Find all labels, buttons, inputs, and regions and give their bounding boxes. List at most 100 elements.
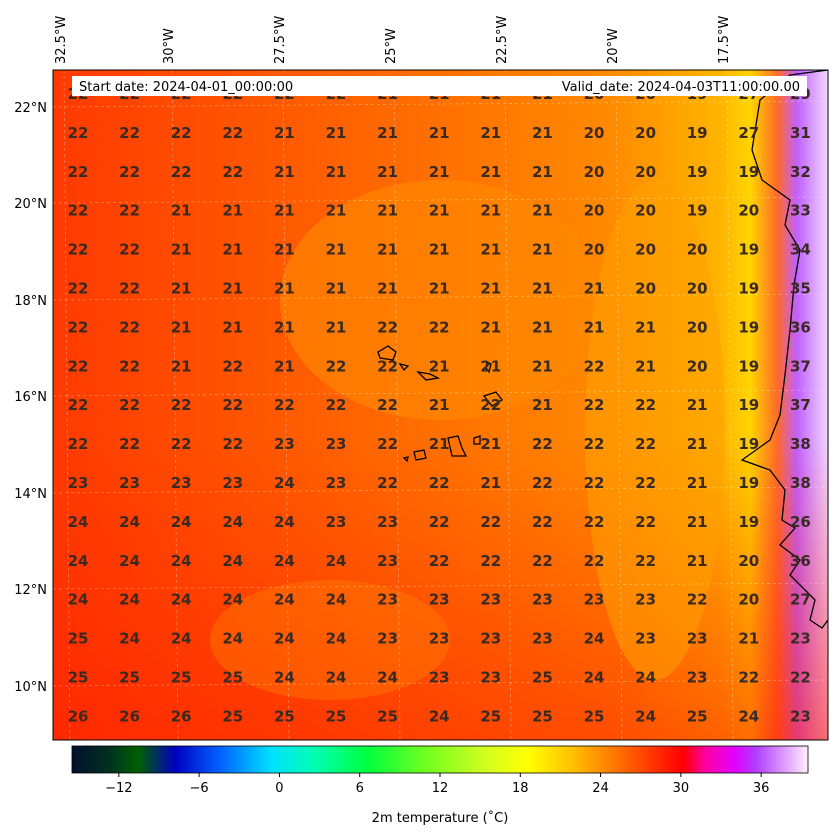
temperature-value: 23 xyxy=(429,591,450,609)
temperature-value: 22 xyxy=(119,357,140,375)
latitude-tick-label: 22°N xyxy=(14,101,47,116)
temperature-value: 22 xyxy=(119,124,140,142)
temperature-value: 21 xyxy=(274,280,295,298)
temperature-value: 23 xyxy=(635,630,656,648)
temperature-value: 23 xyxy=(171,474,192,492)
african-coastline xyxy=(740,70,828,629)
colorbar-tick-label: −12 xyxy=(105,781,132,796)
temperature-value: 26 xyxy=(790,513,811,531)
temperature-value: 24 xyxy=(222,591,243,609)
temperature-value: 24 xyxy=(222,513,243,531)
colorbar-tick-label: 0 xyxy=(275,781,283,796)
temperature-value: 24 xyxy=(119,513,140,531)
temperature-value: 23 xyxy=(480,591,501,609)
longitude-tick-label: 27.5°W xyxy=(273,16,288,64)
temperature-value: 22 xyxy=(377,435,398,453)
temperature-value: 22 xyxy=(377,396,398,414)
temperature-value: 23 xyxy=(326,513,347,531)
temperature-value: 24 xyxy=(326,630,347,648)
temperature-value: 20 xyxy=(687,241,708,259)
temperature-value: 21 xyxy=(326,318,347,336)
temperature-value: 21 xyxy=(429,202,450,220)
longitude-tick-label: 20°W xyxy=(606,28,621,64)
temperature-value: 21 xyxy=(274,124,295,142)
temperature-value: 22 xyxy=(635,552,656,570)
temperature-value: 22 xyxy=(687,591,708,609)
meridian-gridline xyxy=(63,69,71,741)
temperature-value: 22 xyxy=(68,318,89,336)
temperature-value: 26 xyxy=(171,707,192,725)
temperature-value: 19 xyxy=(738,163,759,181)
temperature-value: 24 xyxy=(377,669,398,687)
temperature-value: 22 xyxy=(635,396,656,414)
temperature-value: 21 xyxy=(429,435,450,453)
temperature-value: 23 xyxy=(687,630,708,648)
temperature-value: 21 xyxy=(532,202,553,220)
temperature-value: 22 xyxy=(584,396,605,414)
temperature-value: 25 xyxy=(326,707,347,725)
temperature-value: 22 xyxy=(584,513,605,531)
temperature-value: 22 xyxy=(635,435,656,453)
temperature-value: 19 xyxy=(738,396,759,414)
temperature-value: 38 xyxy=(790,474,811,492)
latitude-tick-label: 10°N xyxy=(14,680,47,695)
temperature-value: 19 xyxy=(687,202,708,220)
temperature-value: 22 xyxy=(326,357,347,375)
temperature-value: 22 xyxy=(68,241,89,259)
temperature-value: 20 xyxy=(584,202,605,220)
map-gridlines xyxy=(52,69,829,741)
temperature-value: 21 xyxy=(326,241,347,259)
temperature-value: 19 xyxy=(738,513,759,531)
temperature-value: 22 xyxy=(790,669,811,687)
temperature-value: 24 xyxy=(274,552,295,570)
temperature-value: 24 xyxy=(119,630,140,648)
temperature-value: 31 xyxy=(790,124,811,142)
temperature-value: 19 xyxy=(687,124,708,142)
temperature-value: 24 xyxy=(274,474,295,492)
temperature-value: 23 xyxy=(222,474,243,492)
temperature-value: 22 xyxy=(584,552,605,570)
temperature-value: 22 xyxy=(119,163,140,181)
temperature-value: 24 xyxy=(635,707,656,725)
temperature-blobs xyxy=(210,180,725,700)
temperature-value: 22 xyxy=(532,552,553,570)
meridian-gridline xyxy=(393,69,401,741)
temperature-value: 20 xyxy=(738,552,759,570)
temperature-value: 22 xyxy=(222,163,243,181)
temperature-value: 21 xyxy=(171,202,192,220)
temperature-value: 22 xyxy=(68,435,89,453)
temperature-value: 23 xyxy=(429,669,450,687)
temperature-value: 26 xyxy=(68,707,89,725)
temperature-value: 19 xyxy=(738,318,759,336)
temperature-value: 20 xyxy=(584,124,605,142)
temperature-value: 22 xyxy=(119,435,140,453)
temperature-value: 22 xyxy=(377,474,398,492)
temperature-value: 23 xyxy=(274,435,295,453)
temperature-value: 19 xyxy=(738,474,759,492)
temperature-value: 21 xyxy=(687,513,708,531)
temperature-value: 22 xyxy=(480,513,501,531)
temperature-value: 21 xyxy=(377,202,398,220)
temperature-value: 23 xyxy=(429,630,450,648)
temperature-value: 22 xyxy=(584,357,605,375)
latitude-tick-labels: 22°N 20°N 18°N 16°N 14°N 12°N 10°N xyxy=(14,101,47,695)
temperature-value: 21 xyxy=(480,124,501,142)
temperature-value: 19 xyxy=(738,241,759,259)
temperature-value: 24 xyxy=(68,552,89,570)
temperature-value: 23 xyxy=(377,591,398,609)
latitude-tick-label: 16°N xyxy=(14,390,47,405)
temperature-value: 22 xyxy=(222,357,243,375)
temperature-value: 20 xyxy=(635,124,656,142)
temperature-value: 22 xyxy=(119,318,140,336)
temperature-value: 25 xyxy=(532,669,553,687)
temperature-value: 22 xyxy=(429,552,450,570)
temperature-value: 20 xyxy=(584,163,605,181)
temperature-value: 25 xyxy=(222,669,243,687)
longitude-tick-labels: 32.5°W 30°W 27.5°W 25°W 22.5°W 20°W 17.5°W xyxy=(54,16,732,64)
temperature-value: 22 xyxy=(171,163,192,181)
temperature-value: 25 xyxy=(222,707,243,725)
temperature-value: 21 xyxy=(480,280,501,298)
temperature-value: 22 xyxy=(429,513,450,531)
map-frame xyxy=(52,69,829,741)
temperature-value: 22 xyxy=(68,163,89,181)
